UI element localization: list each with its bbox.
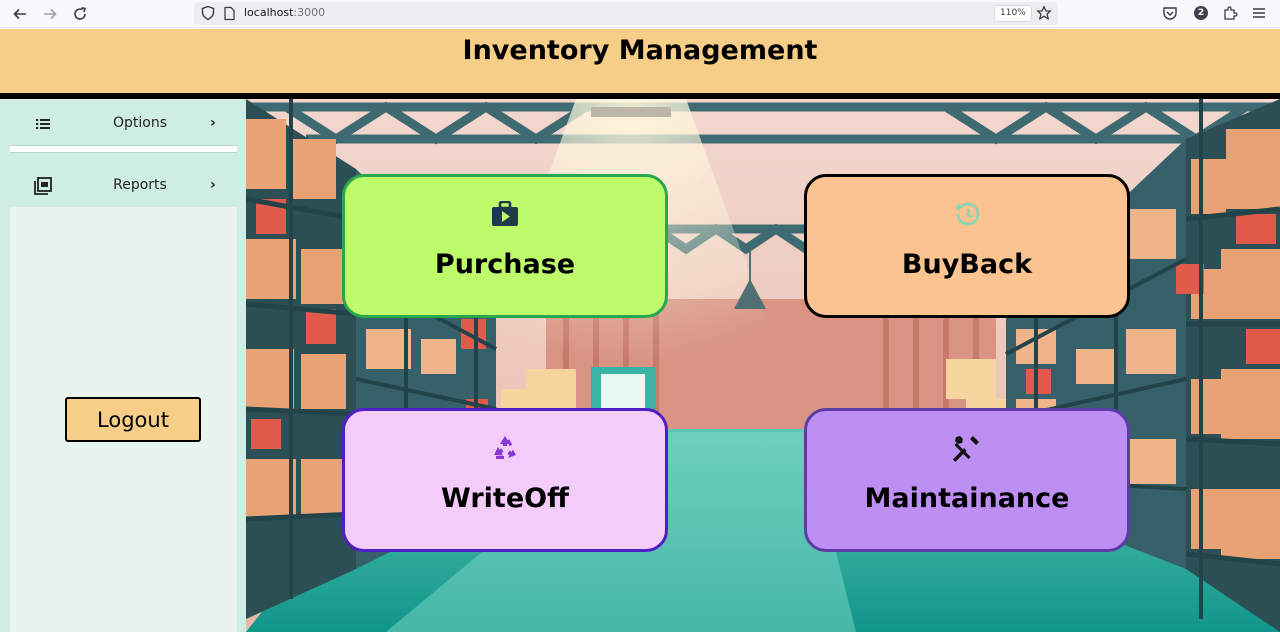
chevron-right-icon: › (210, 177, 216, 193)
buyback-card[interactable]: BuyBack (804, 174, 1130, 318)
header-divider (0, 93, 1280, 99)
tools-icon (952, 433, 982, 463)
browser-toolbar: localhost:3000 110% 2 (0, 0, 1280, 28)
back-arrow-icon[interactable] (10, 4, 30, 24)
recycle-icon (490, 433, 520, 463)
forward-arrow-icon[interactable] (40, 4, 60, 24)
url-text[interactable]: localhost:3000 (244, 6, 325, 19)
pocket-icon[interactable] (1162, 5, 1178, 21)
sidebar-item-label: Options (112, 115, 168, 131)
report-icon (34, 177, 52, 195)
url-bar[interactable]: localhost:3000 110% (194, 2, 1058, 25)
app-header: Inventory Management (0, 29, 1280, 93)
writeoff-card[interactable]: WriteOff (342, 408, 668, 552)
card-label: WriteOff (441, 483, 569, 514)
page-icon[interactable] (222, 6, 236, 21)
chevron-right-icon: › (210, 115, 216, 131)
zoom-level[interactable]: 110% (994, 5, 1032, 22)
sidebar-panel: Logout (10, 207, 237, 632)
purchase-card[interactable]: Purchase (342, 174, 668, 318)
extensions-icon[interactable] (1222, 5, 1238, 21)
list-icon (34, 115, 52, 133)
sidebar-item-reports[interactable]: Reports › (10, 163, 237, 209)
account-badge[interactable]: 2 (1193, 5, 1209, 21)
card-label: Purchase (434, 249, 576, 280)
card-label: BuyBack (901, 249, 1033, 280)
logout-button[interactable]: Logout (65, 397, 201, 442)
url-port: :3000 (293, 6, 326, 19)
sidebar-item-label: Reports (113, 177, 167, 193)
page-title: Inventory Management (462, 35, 818, 66)
menu-icon[interactable] (1251, 5, 1267, 21)
restore-clock-icon (952, 199, 982, 229)
card-label: Maintainance (864, 483, 1070, 514)
sidebar: Options › Reports › Logout (0, 99, 246, 632)
briefcase-play-icon (490, 199, 520, 229)
shield-icon[interactable] (200, 5, 216, 21)
notification-count: 2 (1194, 6, 1208, 20)
star-icon[interactable] (1036, 5, 1052, 21)
url-host: localhost (244, 6, 294, 19)
sidebar-item-options[interactable]: Options › (10, 101, 237, 147)
maintainance-card[interactable]: Maintainance (804, 408, 1130, 552)
reload-icon[interactable] (70, 4, 90, 24)
sidebar-divider (10, 145, 237, 153)
